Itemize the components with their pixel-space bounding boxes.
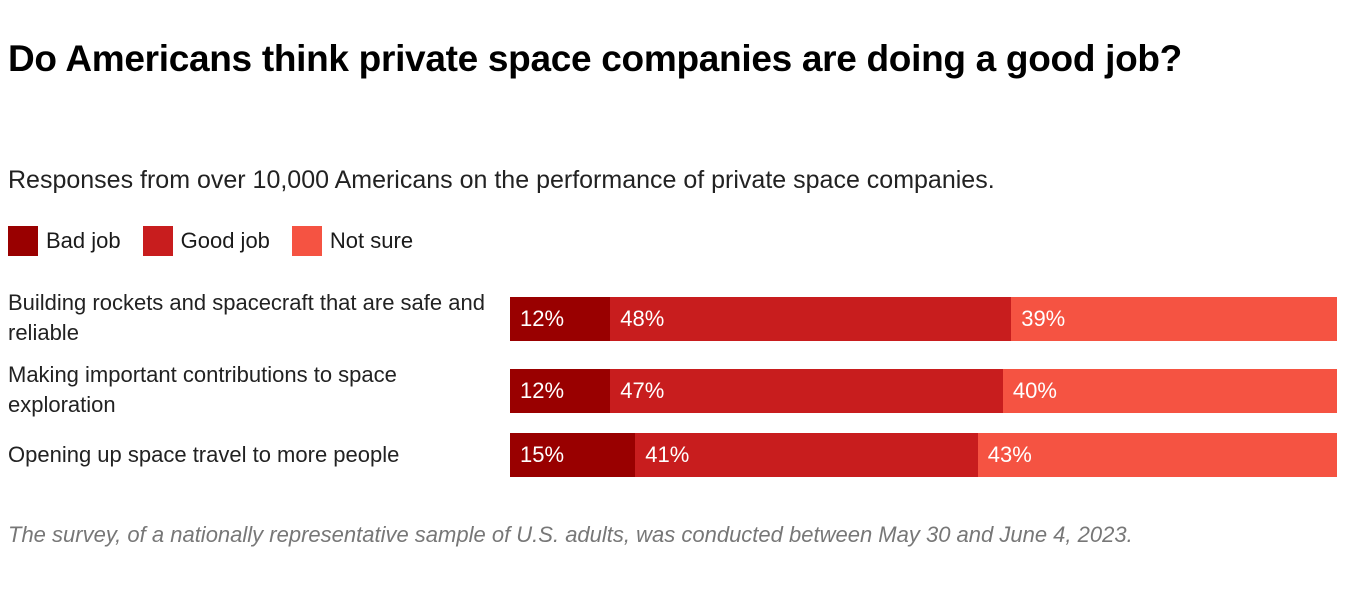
category-label: Making important contributions to space …: [8, 362, 397, 417]
chart-subtitle: Responses from over 10,000 Americans on …: [8, 166, 995, 194]
bar-segment-not-sure: 40%: [1002, 369, 1337, 413]
legend: Bad job Good job Not sure: [8, 226, 413, 256]
bar-segment-good-job: 47%: [610, 369, 1003, 413]
bar-segment-bad-job: 12%: [510, 369, 611, 413]
data-label: 43%: [987, 442, 1032, 467]
stacked-bar: 12% 48% 39%: [510, 297, 1337, 341]
data-label: 48%: [620, 306, 665, 331]
data-label: 39%: [1021, 306, 1066, 331]
legend-label: Good job: [180, 228, 270, 253]
data-label: 12%: [520, 306, 565, 331]
stacked-bar: 15% 41% 43%: [510, 433, 1337, 477]
data-label: 12%: [520, 378, 565, 403]
bar-segment-good-job: 41%: [635, 433, 978, 477]
data-label: 47%: [620, 378, 665, 403]
data-label: 41%: [645, 442, 690, 467]
legend-swatch: [8, 226, 38, 256]
stacked-bar: 12% 47% 40%: [510, 369, 1337, 413]
legend-item: Good job: [142, 226, 270, 256]
chart-title: Do Americans think private space compani…: [8, 38, 1182, 79]
data-label: 15%: [520, 442, 565, 467]
bar-segment-not-sure: 43%: [977, 433, 1337, 477]
category-label: Opening up space travel to more people: [8, 442, 400, 467]
bar-segment-good-job: 48%: [610, 297, 1012, 341]
legend-label: Not sure: [329, 228, 414, 253]
legend-item: Not sure: [291, 226, 414, 256]
chart-note: The survey, of a nationally representati…: [8, 522, 1133, 547]
legend-label: Bad job: [46, 228, 121, 253]
bar-segment-not-sure: 39%: [1011, 297, 1337, 341]
legend-swatch: [291, 226, 322, 256]
category-label: Building rockets and spacecraft that are…: [8, 290, 485, 345]
data-label: 40%: [1012, 378, 1057, 403]
bar-segment-bad-job: 12%: [510, 297, 611, 341]
bar-segment-bad-job: 15%: [510, 433, 636, 477]
legend-swatch: [142, 226, 173, 256]
legend-item: Bad job: [8, 226, 121, 256]
